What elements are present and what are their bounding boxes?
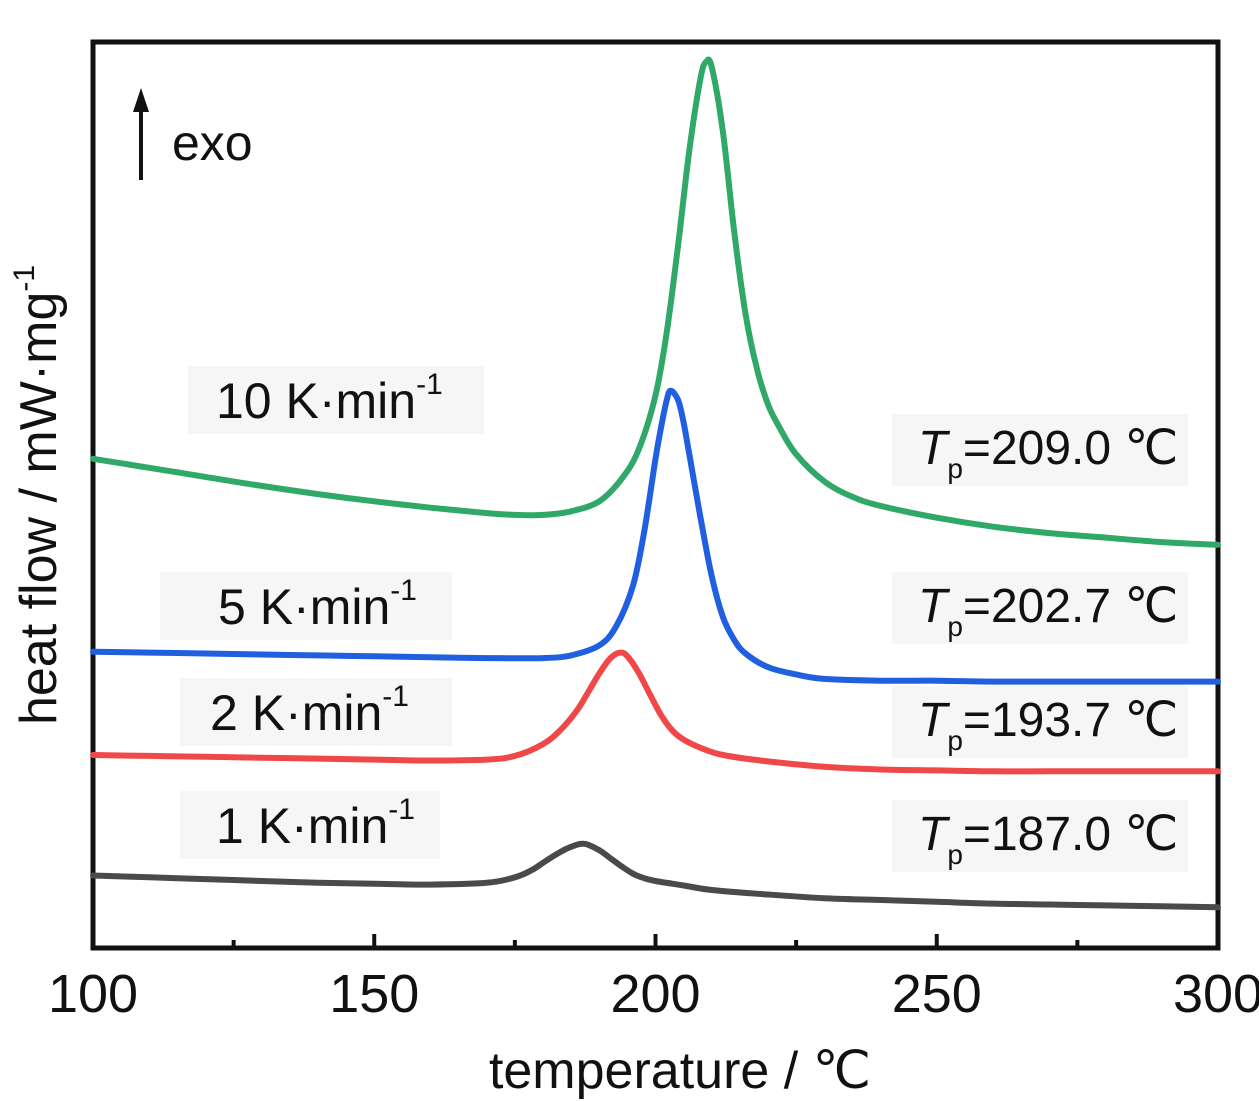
- x-tick-label: 150: [329, 964, 419, 1024]
- series-label-background: [180, 791, 440, 859]
- exo-arrow-head: [133, 88, 149, 112]
- x-tick-labels: 100 150 200 250 300: [48, 964, 1259, 1024]
- peak-label-background: [892, 414, 1188, 486]
- exo-annotation: exo: [133, 88, 253, 180]
- series-label: 10 K·min-1: [216, 368, 443, 429]
- peak-label-background: [892, 800, 1188, 872]
- series-line: [90, 387, 1221, 685]
- y-axis-title: heat flow / mW·mg-1: [8, 265, 68, 725]
- series-line: [90, 56, 1221, 548]
- y-axis-title-sup: -1: [8, 265, 41, 292]
- series-label: 2 K·min-1: [210, 680, 409, 741]
- series-line: [90, 840, 1221, 911]
- x-minor-ticks: [231, 940, 1080, 948]
- series-lines: [90, 56, 1221, 911]
- x-tick-label: 200: [610, 964, 700, 1024]
- series-label: 1 K·min-1: [216, 793, 415, 854]
- series-label-background: [160, 572, 452, 640]
- series-line: [90, 649, 1221, 775]
- x-tick-label: 100: [48, 964, 138, 1024]
- x-tick-label: 250: [892, 964, 982, 1024]
- x-tick-label: 300: [1173, 964, 1259, 1024]
- series-labels: 1 K·min-1 Tp=187.0 ℃ 2 K·min-1 Tp=193.7 ℃ 5 …: [160, 366, 1188, 872]
- peak-temperature-label: Tp=209.0 ℃: [918, 422, 1178, 484]
- series-label-background: [188, 366, 484, 434]
- peak-label-background: [892, 572, 1188, 644]
- peak-label-background: [892, 686, 1188, 758]
- y-axis-title-main: heat flow / mW·mg: [10, 292, 68, 725]
- series-label: 5 K·min-1: [218, 574, 417, 635]
- peak-temperature-label: Tp=202.7 ℃: [918, 580, 1178, 642]
- series-label-background: [180, 678, 452, 746]
- exo-label: exo: [172, 115, 253, 171]
- x-major-ticks: [372, 934, 939, 948]
- peak-temperature-label: Tp=187.0 ℃: [918, 808, 1178, 870]
- x-axis-title: temperature / ℃: [489, 1042, 871, 1100]
- peak-temperature-label: Tp=193.7 ℃: [918, 694, 1178, 756]
